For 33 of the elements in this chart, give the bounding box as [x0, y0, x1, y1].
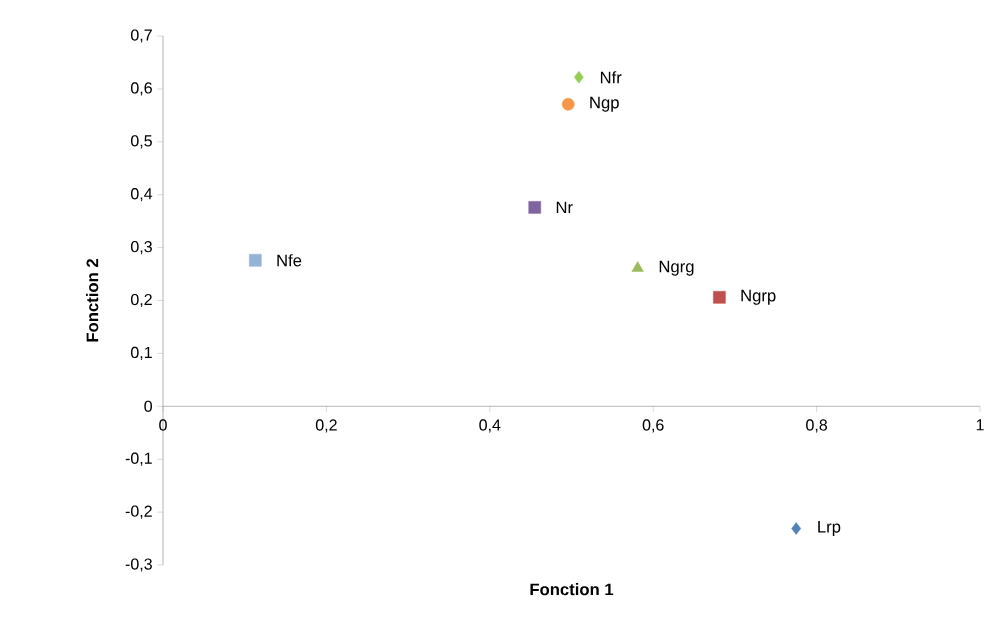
- y-tick-label: 0,7: [130, 29, 152, 43]
- y-tick-label: 0,1: [130, 346, 152, 360]
- y-tick-label: 0,4: [130, 188, 153, 202]
- point: [249, 254, 262, 267]
- point: [528, 201, 542, 214]
- point: [791, 522, 801, 535]
- series-label: Nfr: [600, 71, 622, 84]
- series-label: Ngrg: [659, 260, 694, 276]
- x-axis-title: Fonction 1: [530, 583, 614, 596]
- y-axis-title: Fonction 2: [86, 259, 99, 342]
- point: [713, 291, 726, 304]
- series-label: Ngp: [590, 96, 619, 112]
- series-label: Nr: [556, 201, 573, 214]
- x-tick-label: 0,8: [806, 419, 828, 433]
- series-label: Nfe: [277, 254, 302, 267]
- y-tick-label: -0,1: [125, 452, 152, 466]
- point: [574, 70, 584, 84]
- series-label: Lrp: [818, 521, 841, 536]
- point: [561, 97, 575, 111]
- y-tick-label: 0,5: [130, 135, 152, 149]
- y-tick-label: -0,3: [125, 558, 152, 572]
- y-tick-label: 0,6: [130, 82, 152, 96]
- y-tick-label: 0: [144, 400, 152, 412]
- x-tick-label: 0,6: [642, 419, 664, 433]
- series-label: Ngrp: [741, 289, 776, 305]
- x-tick-label: 0,4: [479, 419, 501, 433]
- x-tick-label: 0: [159, 419, 167, 431]
- x-tick-label: 1: [976, 419, 984, 431]
- y-tick-label: 0,2: [130, 293, 152, 308]
- y-tick-label: 0,3: [130, 240, 152, 255]
- point: [631, 261, 644, 272]
- x-tick-label: 0,2: [315, 419, 337, 433]
- y-tick-label: -0,2: [125, 505, 152, 519]
